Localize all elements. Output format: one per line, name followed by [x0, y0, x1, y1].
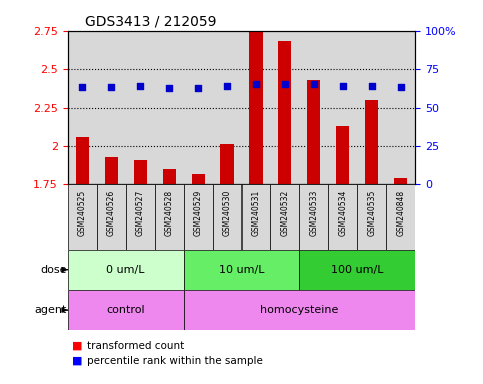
Point	[165, 85, 173, 91]
Bar	[328, 184, 357, 250]
Text: 100 um/L: 100 um/L	[331, 265, 384, 275]
Point	[339, 83, 347, 89]
Bar	[126, 184, 155, 250]
Bar	[357, 31, 386, 184]
Text: GSM240534: GSM240534	[339, 190, 347, 236]
Bar	[163, 169, 176, 184]
Bar	[270, 31, 299, 184]
Bar	[76, 137, 89, 184]
Bar	[134, 160, 147, 184]
Bar	[386, 184, 415, 250]
Text: 10 um/L: 10 um/L	[219, 265, 264, 275]
Bar	[184, 250, 299, 290]
Bar	[155, 184, 184, 250]
Point	[223, 83, 231, 89]
Bar	[155, 31, 184, 184]
Point	[310, 81, 318, 87]
Text: GSM240531: GSM240531	[252, 190, 260, 236]
Text: GSM240532: GSM240532	[281, 190, 289, 236]
Bar	[328, 31, 357, 184]
Bar	[68, 290, 184, 330]
Text: dose: dose	[41, 265, 67, 275]
Bar	[270, 184, 299, 250]
Text: GSM240533: GSM240533	[310, 190, 318, 236]
Bar	[126, 31, 155, 184]
Bar	[366, 100, 379, 184]
Text: agent: agent	[35, 305, 67, 315]
Point	[78, 84, 86, 90]
Bar	[308, 80, 321, 184]
Bar	[68, 250, 184, 290]
Text: percentile rank within the sample: percentile rank within the sample	[87, 356, 263, 366]
Text: GSM240528: GSM240528	[165, 190, 173, 236]
Bar	[299, 250, 415, 290]
Bar	[221, 144, 234, 184]
Point	[281, 81, 289, 87]
Text: GSM240529: GSM240529	[194, 190, 202, 236]
Point	[397, 84, 405, 90]
Bar	[242, 31, 270, 184]
Bar	[184, 290, 415, 330]
Bar	[68, 31, 97, 184]
Bar	[395, 178, 408, 184]
Bar	[97, 31, 126, 184]
Point	[368, 83, 376, 89]
Text: GSM240525: GSM240525	[78, 190, 86, 236]
Bar	[357, 184, 386, 250]
Text: GSM240848: GSM240848	[397, 190, 405, 236]
Point	[252, 81, 260, 87]
Text: GDS3413 / 212059: GDS3413 / 212059	[85, 14, 216, 28]
Bar	[105, 157, 118, 184]
Text: control: control	[106, 305, 145, 315]
Bar	[279, 41, 292, 184]
Bar	[386, 31, 415, 184]
Bar	[299, 31, 328, 184]
Text: ■: ■	[72, 356, 83, 366]
Bar	[213, 31, 242, 184]
Bar	[68, 184, 97, 250]
Text: GSM240527: GSM240527	[136, 190, 144, 236]
Text: GSM240526: GSM240526	[107, 190, 115, 236]
Bar	[242, 184, 270, 250]
Text: GSM240535: GSM240535	[368, 190, 376, 236]
Text: transformed count: transformed count	[87, 341, 184, 351]
Bar	[192, 174, 205, 184]
Bar	[184, 184, 213, 250]
Bar	[213, 184, 242, 250]
Point	[136, 83, 144, 89]
Point	[194, 85, 202, 91]
Point	[107, 84, 115, 90]
Bar	[184, 31, 213, 184]
Text: GSM240530: GSM240530	[223, 190, 231, 236]
Bar	[337, 126, 350, 184]
Text: 0 um/L: 0 um/L	[106, 265, 145, 275]
Bar	[299, 184, 328, 250]
Text: ■: ■	[72, 341, 83, 351]
Bar	[97, 184, 126, 250]
Text: homocysteine: homocysteine	[260, 305, 339, 315]
Bar	[250, 17, 263, 184]
